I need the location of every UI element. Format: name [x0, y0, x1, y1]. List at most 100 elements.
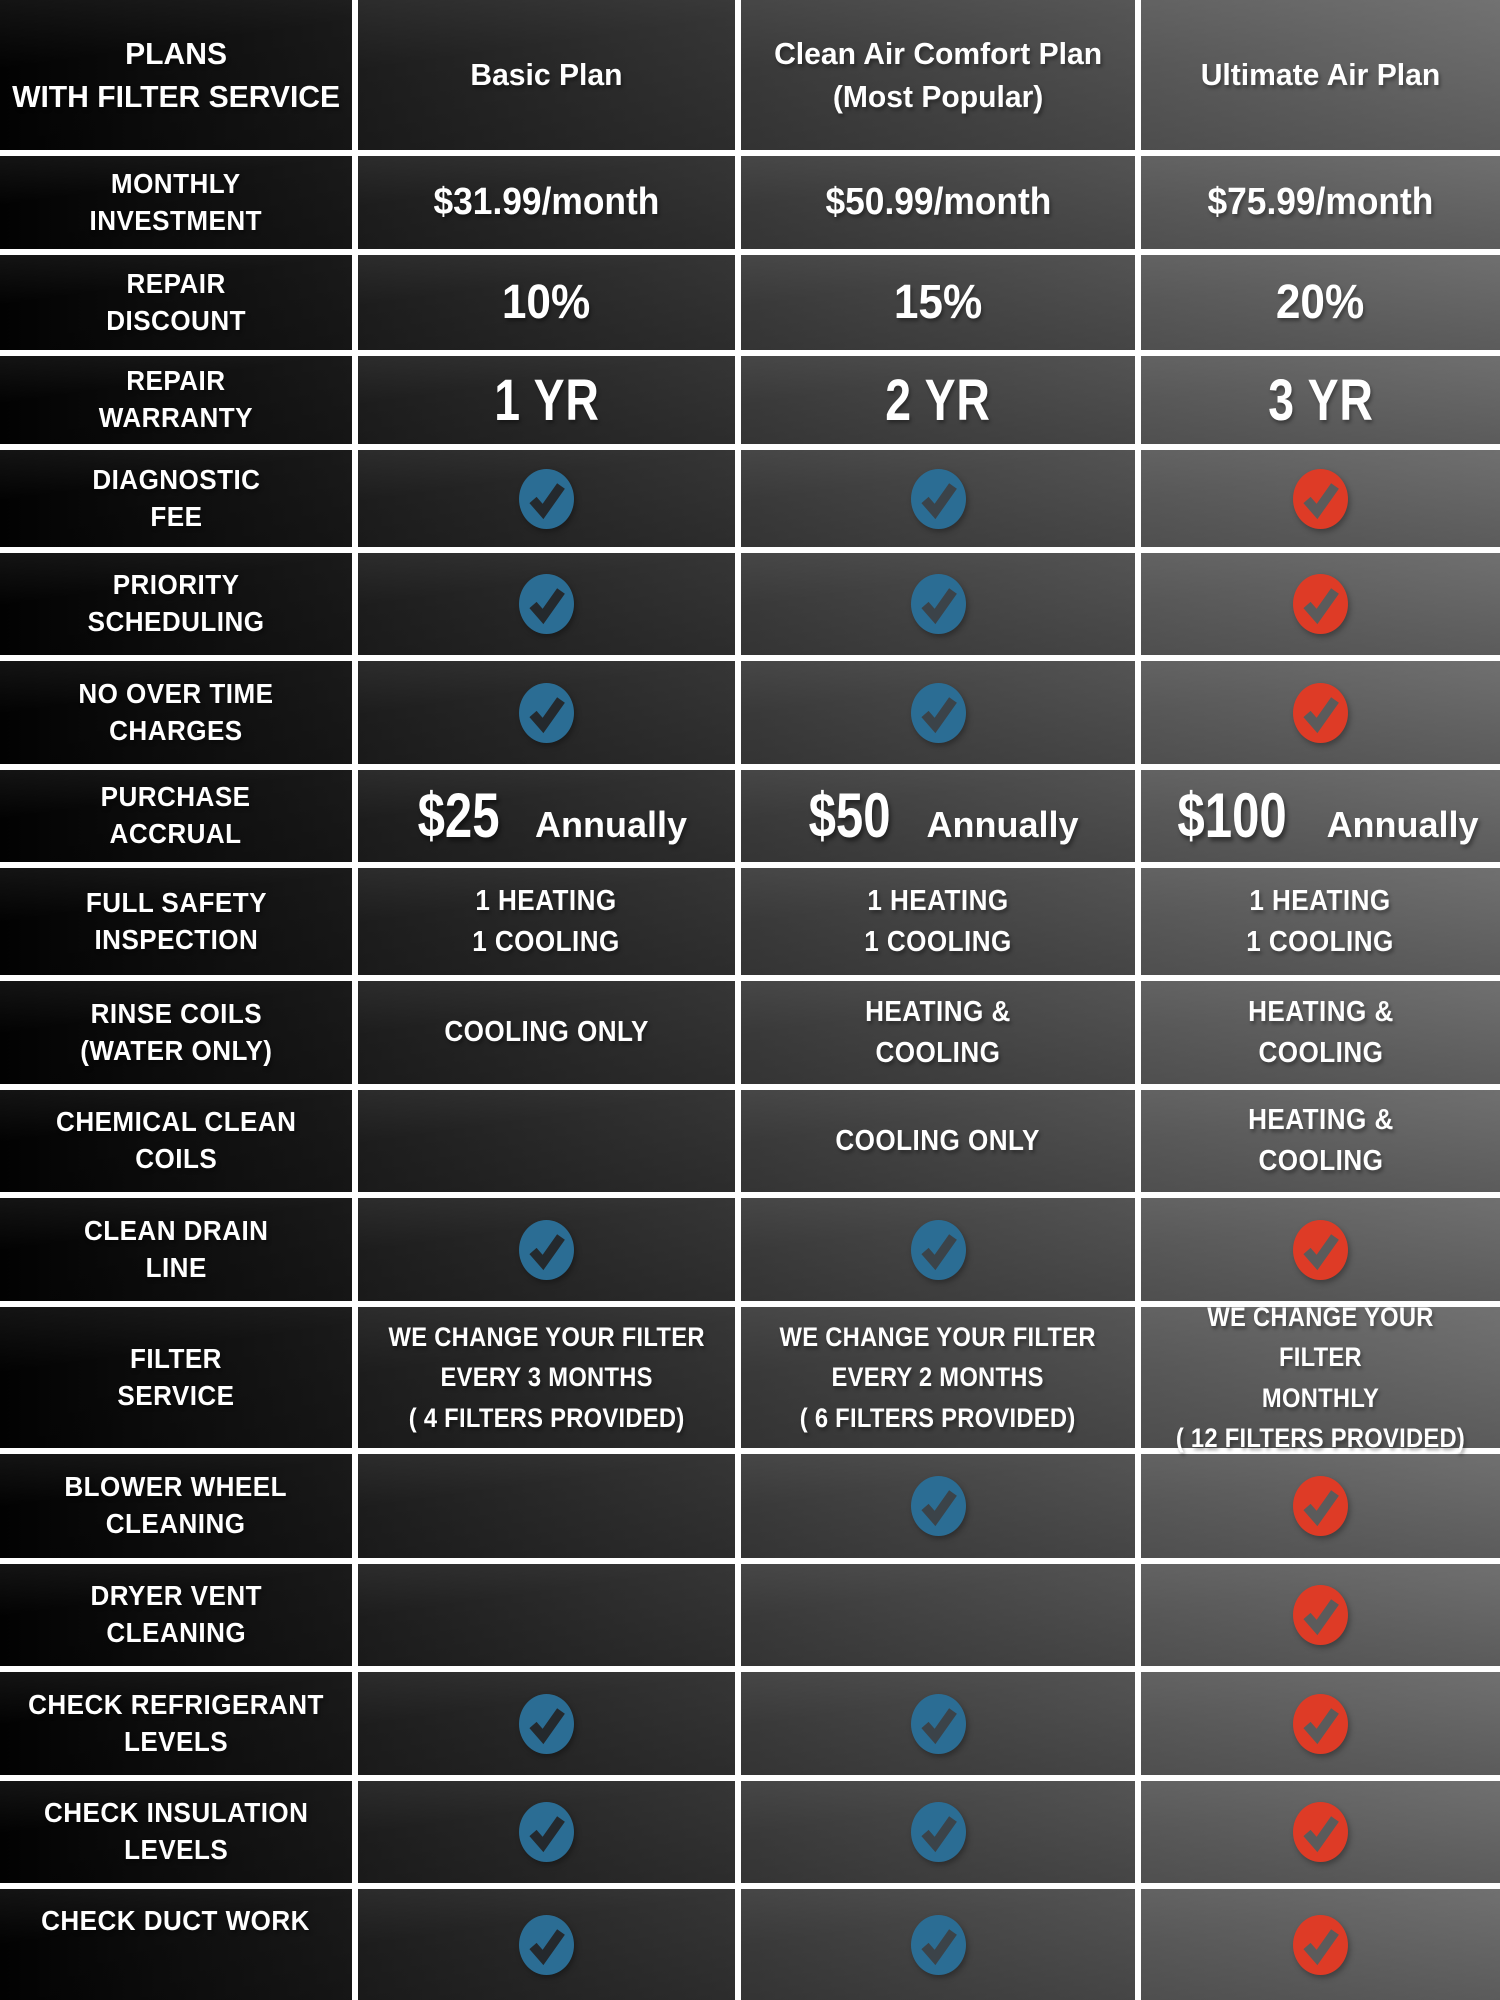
row-label-repair-warranty: REPAIR WARRANTY — [0, 356, 352, 444]
cell-diagnostic-fee-plan1 — [358, 450, 735, 547]
cell-text: 1 HEATING 1 COOLING — [1246, 884, 1395, 958]
row-label-purchase-accrual: PURCHASE ACCRUAL — [0, 770, 352, 862]
cell-text: WE CHANGE YOUR FILTER EVERY 3 MONTHS ( 4… — [388, 1321, 705, 1433]
cell-repair-discount-plan1: 10% — [358, 255, 735, 350]
cell-rinse-coils-water-only-plan1: COOLING ONLY — [358, 981, 735, 1084]
cell-chemical-clean-coils-plan1 — [358, 1090, 735, 1192]
row-label-text: RINSE COILS (WATER ONLY) — [79, 997, 273, 1066]
check-icon — [519, 468, 574, 529]
row-label-text: CHECK INSULATION LEVELS — [43, 1797, 309, 1865]
cell-diagnostic-fee-plan3 — [1141, 450, 1500, 547]
row-label-repair-discount: REPAIR DISCOUNT — [0, 255, 352, 350]
cell-check-refrigerant-levels-plan2 — [741, 1672, 1135, 1775]
cell-text: 1 HEATING 1 COOLING — [864, 884, 1012, 958]
check-icon — [519, 1914, 574, 1975]
check-icon — [519, 574, 574, 634]
check-icon — [910, 574, 966, 634]
row-label-text: CHECK DUCT WORK — [41, 1905, 311, 1936]
cell-no-over-time-charges-plan2 — [741, 661, 1135, 764]
row-label-dryer-vent-cleaning: DRYER VENT CLEANING — [0, 1564, 352, 1666]
cell-check-insulation-levels-plan2 — [741, 1781, 1135, 1883]
cell-text: 10% — [502, 276, 591, 329]
check-icon — [519, 1802, 574, 1862]
cell-rinse-coils-water-only-plan2: HEATING & COOLING — [741, 981, 1135, 1084]
check-icon — [910, 1914, 966, 1975]
cell-chemical-clean-coils-plan3: HEATING & COOLING — [1141, 1090, 1500, 1192]
cell-monthly-investment-plan2: $50.99/month — [741, 156, 1135, 249]
check-icon — [1293, 682, 1348, 743]
cell-text: COOLING ONLY — [835, 1124, 1041, 1157]
row-label-chemical-clean-coils: CHEMICAL CLEAN COILS — [0, 1090, 352, 1192]
cell-repair-warranty-plan1: 1 YR — [358, 356, 735, 444]
row-label-text: CHEMICAL CLEAN COILS — [55, 1106, 297, 1174]
table-title: PLANS WITH FILTER SERVICE — [11, 35, 340, 114]
check-icon — [910, 1219, 966, 1280]
cell-text: $75.99/month — [1207, 181, 1434, 223]
check-icon — [910, 1802, 966, 1862]
cell-text: HEATING & COOLING — [1247, 995, 1394, 1069]
cell-dryer-vent-cleaning-plan1 — [358, 1564, 735, 1666]
cell-repair-discount-plan2: 15% — [741, 255, 1135, 350]
check-icon — [519, 1693, 574, 1754]
cell-dryer-vent-cleaning-plan3 — [1141, 1564, 1500, 1666]
cell-check-duct-work-plan1 — [358, 1889, 735, 2000]
cell-blower-wheel-cleaning-plan3 — [1141, 1454, 1500, 1558]
cell-check-duct-work-plan3 — [1141, 1889, 1500, 2000]
cell-purchase-accrual-plan2: $50 Annually — [741, 770, 1135, 862]
row-label-text: MONTHLY INVESTMENT — [89, 167, 263, 236]
row-label-monthly-investment: MONTHLY INVESTMENT — [0, 156, 352, 249]
cell-repair-warranty-plan3: 3 YR — [1141, 356, 1500, 444]
cell-check-duct-work-plan2 — [741, 1889, 1135, 2000]
cell-text: 3 YR — [1267, 367, 1374, 433]
row-label-rinse-coils-water-only: RINSE COILS (WATER ONLY) — [0, 981, 352, 1084]
row-label-text: NO OVER TIME CHARGES — [78, 677, 274, 746]
cell-priority-scheduling-plan2 — [741, 553, 1135, 655]
cell-text: 2 YR — [885, 367, 991, 433]
accrual-amount: $25 — [417, 781, 500, 851]
cell-text: $31.99/month — [433, 181, 660, 223]
cell-text: 15% — [893, 276, 983, 329]
check-icon — [910, 1476, 966, 1536]
row-label-text: DIAGNOSTIC FEE — [91, 463, 261, 532]
row-label-blower-wheel-cleaning: BLOWER WHEEL CLEANING — [0, 1454, 352, 1558]
row-label-text: FILTER SERVICE — [117, 1342, 235, 1411]
cell-clean-drain-line-plan2 — [741, 1198, 1135, 1301]
plan-header-clean-air-comfort: Clean Air Comfort Plan (Most Popular) — [741, 0, 1135, 150]
cell-diagnostic-fee-plan2 — [741, 450, 1135, 547]
cell-priority-scheduling-plan3 — [1141, 553, 1500, 655]
cell-chemical-clean-coils-plan2: COOLING ONLY — [741, 1090, 1135, 1192]
accrual-amount: $50 — [808, 781, 891, 851]
cell-text: 1 HEATING 1 COOLING — [472, 884, 621, 958]
cell-text: 1 YR — [493, 367, 600, 433]
accrual-value: $50 Annually — [797, 780, 1079, 852]
check-icon — [910, 468, 966, 529]
check-icon — [1293, 574, 1348, 634]
cell-filter-service-plan1: WE CHANGE YOUR FILTER EVERY 3 MONTHS ( 4… — [358, 1307, 735, 1448]
cell-blower-wheel-cleaning-plan1 — [358, 1454, 735, 1558]
accrual-period: Annually — [926, 804, 1079, 845]
row-label-text: REPAIR WARRANTY — [98, 365, 254, 433]
cell-text: COOLING ONLY — [444, 1016, 649, 1049]
row-label-check-refrigerant-levels: CHECK REFRIGERANT LEVELS — [0, 1672, 352, 1775]
cell-dryer-vent-cleaning-plan2 — [741, 1564, 1135, 1666]
cell-rinse-coils-water-only-plan3: HEATING & COOLING — [1141, 981, 1500, 1084]
cell-check-insulation-levels-plan3 — [1141, 1781, 1500, 1883]
plan-name-basic: Basic Plan — [470, 57, 623, 93]
cell-full-safety-inspection-plan2: 1 HEATING 1 COOLING — [741, 868, 1135, 975]
check-icon — [519, 682, 574, 743]
accrual-value: $25 Annually — [406, 780, 687, 852]
cell-check-insulation-levels-plan1 — [358, 1781, 735, 1883]
row-label-priority-scheduling: PRIORITY SCHEDULING — [0, 553, 352, 655]
cell-blower-wheel-cleaning-plan2 — [741, 1454, 1135, 1558]
cell-text: WE CHANGE YOUR FILTER EVERY 2 MONTHS ( 6… — [779, 1321, 1097, 1433]
cell-repair-discount-plan3: 20% — [1141, 255, 1500, 350]
accrual-amount: $100 — [1177, 781, 1288, 851]
row-label-text: CHECK REFRIGERANT LEVELS — [28, 1688, 324, 1757]
plan-header-basic: Basic Plan — [358, 0, 735, 150]
row-label-no-over-time-charges: NO OVER TIME CHARGES — [0, 661, 352, 764]
accrual-period: Annually — [1326, 804, 1479, 845]
row-label-filter-service: FILTER SERVICE — [0, 1307, 352, 1448]
check-icon — [1293, 1476, 1348, 1536]
row-label-text: PURCHASE ACCRUAL — [101, 781, 251, 849]
